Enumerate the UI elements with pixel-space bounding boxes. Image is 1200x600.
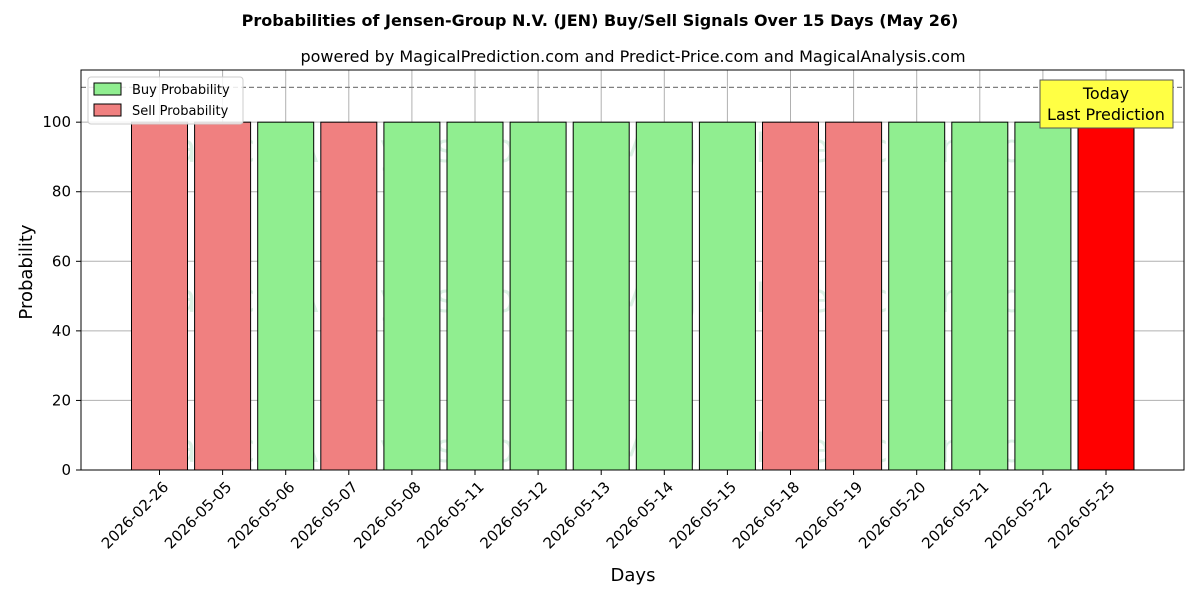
bar-2026-05-20 [888,121,946,471]
y-axis-label: Probability [16,224,37,319]
x-tick-label: 2026-05-08 [350,478,424,552]
bar-2026-05-22 [1014,121,1072,471]
x-tick-label: 2026-05-12 [476,478,550,552]
annotation-line-1: Today [1082,84,1129,103]
annotation-line-2: Last Prediction [1047,105,1165,124]
x-tick-label: 2026-05-20 [855,478,929,552]
bar-2026-02-26 [131,121,188,471]
x-tick-label: 2026-05-21 [918,478,992,552]
bar-2026-05-18 [762,121,819,471]
bar-2026-05-06 [257,121,315,471]
legend: Buy Probability Sell Probability [87,76,244,125]
bar-2026-05-05 [194,121,252,471]
bar-2026-05-12 [509,121,567,471]
legend-label-buy: Buy Probability [132,83,230,98]
y-tick-label: 60 [52,252,71,270]
x-tick-label: 2026-05-18 [729,478,803,552]
y-tick-label: 100 [42,113,71,131]
x-tick-label: 2026-05-11 [413,478,487,552]
bar-2026-05-15 [698,121,756,471]
x-tick-label: 2026-02-26 [98,478,172,552]
x-tick-label: 2026-05-13 [540,478,614,552]
bar-2026-05-07 [320,121,378,471]
y-tick-label: 80 [52,183,71,201]
legend-box [87,76,244,125]
x-tick-label: 2026-05-19 [792,478,866,552]
x-axis-label: Days [611,565,656,586]
legend-swatch-sell [93,103,122,117]
bar-2026-05-11 [446,121,504,471]
legend-label-sell: Sell Probability [132,104,229,119]
x-tick-label: 2026-05-25 [1044,478,1118,552]
bar-2026-05-14 [635,121,693,471]
x-tick-label: 2026-05-15 [666,478,740,552]
x-tick-label: 2026-05-14 [603,478,677,552]
annotation-box [1039,79,1174,129]
today-annotation: Today Last Prediction [1039,79,1174,129]
y-tick-label: 0 [61,461,71,479]
legend-swatch-buy [93,82,122,96]
x-tick-label: 2026-05-07 [287,478,361,552]
bar-2026-05-13 [572,121,630,471]
x-tick-label: 2026-05-22 [981,478,1055,552]
y-tick-label: 20 [52,391,71,409]
y-tick-label: 40 [52,322,71,340]
bar-2026-05-08 [383,121,441,471]
bar-2026-05-19 [825,121,883,471]
axes [80,69,1185,471]
bar-2026-05-21 [951,121,1009,471]
x-tick-label: 2026-05-06 [224,478,298,552]
chart-title: Probabilities of Jensen-Group N.V. (JEN)… [242,11,959,30]
bars [131,121,1135,471]
plot-frame [80,69,1185,471]
chart-subtitle: powered by MagicalPrediction.com and Pre… [300,47,965,66]
x-tick-label: 2026-05-05 [161,478,235,552]
bar-2026-05-25 [1077,121,1135,471]
